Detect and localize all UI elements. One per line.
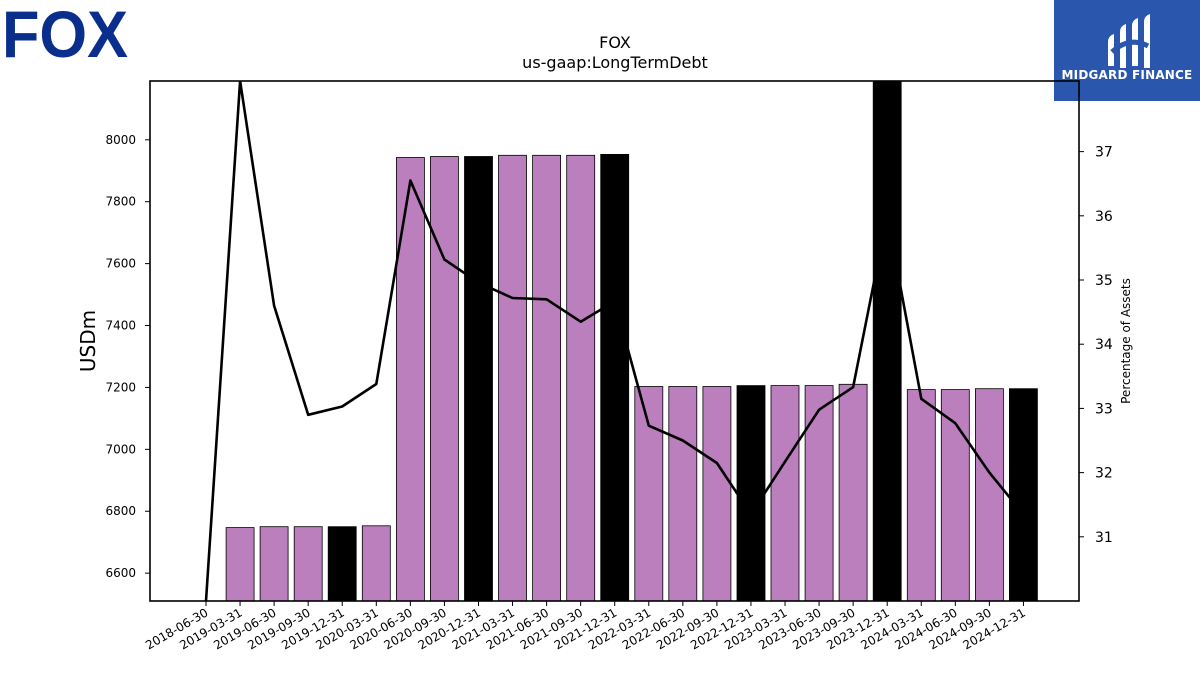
- y-tick-label-7400: 7400: [105, 319, 136, 333]
- y-tick-label-6600: 6600: [105, 566, 136, 580]
- bar-2024-09-30: [975, 388, 1004, 602]
- bar-2024-03-31: [906, 389, 936, 602]
- chart-subtitle: us-gaap:LongTermDebt: [522, 53, 708, 72]
- bar-2023-03-31: [770, 385, 800, 602]
- y2-tick-label-36: 36: [1095, 209, 1113, 225]
- x-axis: 2018-06-302019-03-312019-06-302019-09-30…: [143, 601, 1028, 652]
- y2-tick-label-37: 37: [1095, 145, 1113, 161]
- bar-2019-06-30: [259, 526, 289, 602]
- bar-2019-12-31: [327, 526, 357, 602]
- midgard-mark-icon: [1108, 14, 1150, 68]
- bar-2021-06-30: [532, 154, 561, 602]
- y-tick-label-8000: 8000: [105, 133, 136, 147]
- bar-2024-06-30: [940, 389, 970, 602]
- bar-2022-12-31: [736, 385, 766, 602]
- y-axis-label: USDm: [76, 310, 100, 372]
- y2-tick-label-32: 32: [1095, 466, 1113, 482]
- bar-2023-12-31: [872, 80, 902, 602]
- fox-logo: FOX: [4, 2, 128, 60]
- midgard-logo-text: MIDGARD FINANCE: [1061, 68, 1193, 82]
- y-axis: 6600 6800 7000 7200 7400 7600 7800 8000: [105, 133, 150, 580]
- bar-2019-03-31: [225, 527, 255, 602]
- bar-2023-09-30: [838, 383, 868, 602]
- y2-tick-label-35: 35: [1095, 273, 1113, 289]
- y-tick-label-7200: 7200: [105, 380, 136, 394]
- y-tick-label-7600: 7600: [105, 257, 136, 271]
- bar-2021-03-31: [498, 154, 527, 602]
- y2-tick-label-34: 34: [1095, 337, 1113, 353]
- bar-2021-12-31: [600, 153, 630, 602]
- bar-2022-09-30: [702, 386, 732, 602]
- y-tick-label-7000: 7000: [105, 442, 136, 456]
- percentage-line: [204, 81, 1025, 601]
- bar-2020-06-30: [395, 157, 425, 602]
- bar-2024-12-31: [1009, 388, 1038, 602]
- y-tick-label-7800: 7800: [105, 195, 136, 209]
- y2-axis: 31 32 33 34 35 36 37: [1079, 145, 1113, 546]
- y2-tick-label-31: 31: [1095, 530, 1113, 546]
- bar-2022-06-30: [668, 386, 698, 602]
- fox-logo-text: FOX: [4, 2, 128, 60]
- midgard-finance-logo: MIDGARD FINANCE: [1054, 0, 1200, 101]
- line-layer: [204, 81, 1025, 601]
- bars-layer: [225, 80, 1038, 602]
- bar-2021-09-30: [566, 154, 596, 602]
- bar-2020-09-30: [429, 156, 459, 602]
- y2-axis-label: Percentage of Assets: [1119, 278, 1133, 404]
- bar-2023-06-30: [804, 385, 834, 602]
- bar-2022-03-31: [634, 386, 664, 602]
- bar-2020-12-31: [464, 156, 493, 602]
- bar-2020-03-31: [361, 525, 391, 602]
- y-tick-label-6800: 6800: [105, 504, 136, 518]
- bar-2019-09-30: [293, 526, 323, 602]
- chart-title: FOX: [599, 33, 631, 52]
- y2-tick-label-33: 33: [1095, 401, 1113, 417]
